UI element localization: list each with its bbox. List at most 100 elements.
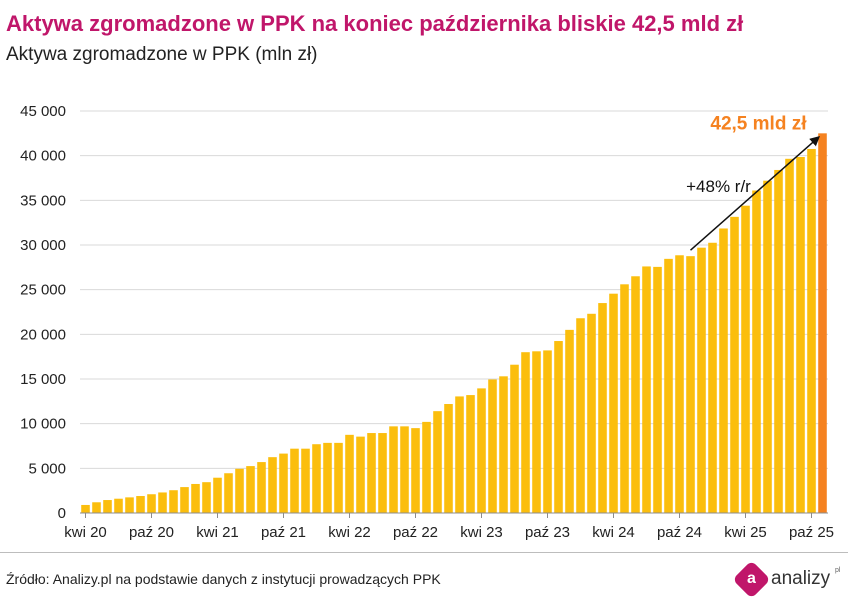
logo-sup: pl: [835, 567, 841, 574]
bar-chart: 0 5 000 10 000 15 000 20 000 25 000 30 000 35 0…: [20, 103, 834, 541]
bar: [334, 442, 343, 513]
y-tick-label: 35 000: [20, 192, 66, 209]
y-tick-label: 25 000: [20, 282, 66, 299]
bar: [488, 379, 497, 513]
y-tick-label: 40 000: [20, 148, 66, 165]
bar: [620, 284, 629, 513]
bar: [103, 500, 112, 513]
x-tick-label: kwi 22: [328, 524, 371, 541]
bar: [785, 158, 794, 513]
bar-highlight: [818, 133, 827, 514]
bar: [466, 395, 475, 513]
chart-subtitle: Aktywa zgromadzone w PPK (mln zł): [6, 44, 318, 65]
bar: [708, 242, 717, 513]
x-axis: kwi 20 paź 20 kwi 21 paź 21 kwi 22 paź 22 kwi …: [64, 512, 834, 541]
bar: [455, 396, 464, 513]
bar: [510, 364, 519, 513]
bar: [81, 504, 90, 513]
bar: [433, 411, 442, 513]
bar: [521, 352, 530, 513]
bar: [422, 421, 431, 513]
source-note: Źródło: Analizy.pl na podstawie danych z…: [6, 571, 441, 587]
bar: [532, 351, 541, 513]
y-tick-label: 30 000: [20, 237, 66, 254]
y-tick-label: 15 000: [20, 371, 66, 388]
x-tick-label: kwi 23: [460, 524, 503, 541]
bar: [631, 276, 640, 513]
bar: [257, 462, 266, 513]
analizy-logo: a analizy pl: [732, 560, 846, 599]
bar: [477, 388, 486, 513]
bar: [378, 433, 387, 513]
bar: [598, 303, 607, 513]
bar: [697, 247, 706, 513]
bar: [202, 482, 211, 513]
bar: [136, 496, 145, 513]
chart-title: Aktywa zgromadzone w PPK na koniec paźdz…: [6, 11, 744, 36]
bar: [301, 448, 310, 513]
bar: [554, 341, 563, 513]
y-tick-label: 5 000: [28, 460, 66, 477]
bar: [290, 448, 299, 513]
x-tick-label: paź 25: [789, 524, 834, 541]
logo-letter: a: [747, 570, 756, 587]
bar: [389, 426, 398, 513]
bar: [642, 266, 651, 513]
footer-divider: [0, 552, 848, 553]
x-tick-label: paź 23: [525, 524, 570, 541]
bar: [345, 434, 354, 513]
bar: [268, 457, 277, 513]
bar: [730, 216, 739, 514]
y-tick-label: 0: [58, 505, 66, 522]
bar: [125, 497, 134, 513]
bar: [224, 473, 233, 513]
bar: [279, 453, 288, 513]
x-tick-label: paź 22: [393, 524, 438, 541]
highlight-label: 42,5 mld zł: [710, 113, 807, 134]
bar: [400, 426, 409, 513]
bar: [312, 444, 321, 513]
yoy-label: +48% r/r: [686, 177, 751, 196]
x-tick-label: paź 24: [657, 524, 702, 541]
bar: [367, 433, 376, 513]
bar: [180, 487, 189, 513]
bar: [246, 466, 255, 513]
bar: [752, 190, 761, 514]
bar: [169, 490, 178, 513]
bar: [444, 404, 453, 513]
bar: [741, 205, 750, 513]
bar: [664, 258, 673, 513]
bar: [147, 494, 156, 513]
bar: [653, 266, 662, 513]
bar: [675, 255, 684, 514]
logo-text: analizy: [771, 568, 831, 589]
bar: [92, 502, 101, 513]
bar: [191, 483, 200, 513]
y-tick-label: 10 000: [20, 416, 66, 433]
x-tick-label: paź 20: [129, 524, 174, 541]
bar: [356, 436, 365, 513]
bars: [81, 133, 827, 514]
annotations: 42,5 mld zł +48% r/r: [686, 113, 821, 251]
y-tick-label: 45 000: [20, 103, 66, 120]
x-tick-label: kwi 20: [64, 524, 107, 541]
bar: [576, 318, 585, 513]
bar: [213, 477, 222, 513]
bar: [114, 498, 123, 513]
y-tick-label: 20 000: [20, 326, 66, 343]
bar: [411, 428, 420, 513]
bar: [686, 256, 695, 513]
bar: [543, 350, 552, 513]
x-tick-label: paź 21: [261, 524, 306, 541]
bar: [587, 313, 596, 513]
bar: [235, 468, 244, 513]
bar: [763, 180, 772, 513]
bar: [796, 157, 805, 514]
bar: [158, 492, 167, 513]
bar: [609, 293, 618, 513]
x-tick-label: kwi 24: [592, 524, 635, 541]
bar: [323, 442, 332, 513]
bar: [565, 329, 574, 513]
bar: [719, 228, 728, 513]
x-tick-label: kwi 25: [724, 524, 767, 541]
